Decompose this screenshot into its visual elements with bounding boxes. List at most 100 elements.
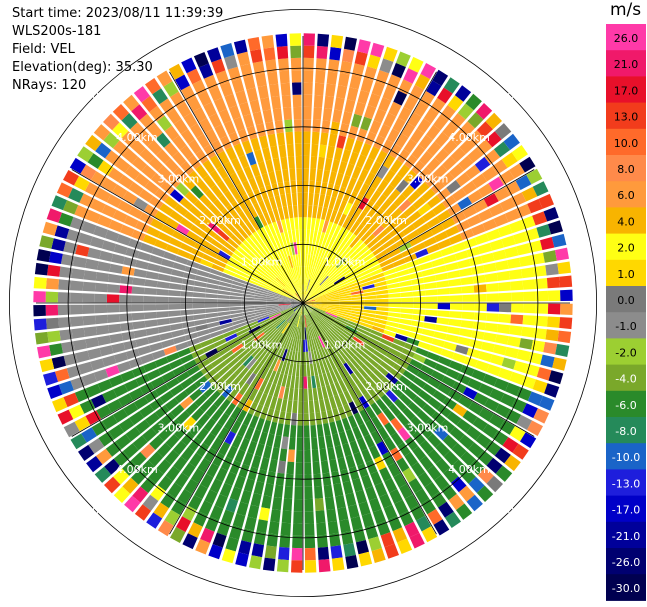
velocity-gate — [481, 341, 495, 353]
velocity-gate — [494, 378, 509, 392]
velocity-gate — [332, 274, 344, 283]
velocity-gate — [211, 408, 224, 422]
velocity-gate — [205, 128, 219, 144]
velocity-gate — [139, 148, 155, 164]
velocity-gate — [314, 295, 327, 300]
velocity-gate — [318, 194, 326, 207]
velocity-gate — [293, 303, 303, 312]
velocity-gate — [263, 445, 272, 459]
velocity-gate — [219, 482, 233, 498]
velocity-gate — [387, 282, 400, 289]
velocity-gate — [383, 46, 398, 62]
velocity-gate — [520, 215, 536, 230]
velocity-gate — [492, 344, 507, 356]
velocity-gate — [281, 374, 288, 387]
velocity-gate — [445, 262, 459, 272]
velocity-gate — [193, 242, 207, 253]
velocity-gate — [516, 243, 531, 256]
velocity-gate — [82, 281, 96, 292]
velocity-gate — [168, 304, 181, 310]
velocity-gate — [370, 353, 383, 365]
velocity-gate — [314, 337, 321, 350]
velocity-gate — [468, 401, 484, 416]
velocity-gate — [315, 231, 322, 244]
velocity-gate — [329, 223, 338, 236]
velocity-gate — [300, 278, 303, 291]
velocity-gate — [388, 101, 402, 117]
velocity-gate — [347, 125, 359, 140]
velocity-gate — [358, 168, 369, 183]
velocity-gate — [226, 389, 238, 402]
velocity-gate — [33, 318, 47, 331]
velocity-gate — [291, 280, 298, 293]
velocity-gate — [177, 347, 191, 358]
velocity-gate — [268, 290, 280, 296]
velocity-gate — [98, 431, 115, 447]
velocity-gate — [295, 279, 300, 292]
velocity-gate — [132, 277, 146, 286]
velocity-gate — [482, 373, 498, 387]
velocity-gate — [281, 309, 293, 317]
velocity-gate — [296, 437, 303, 451]
velocity-gate — [366, 237, 379, 249]
velocity-gate — [245, 236, 257, 249]
velocity-gate — [186, 337, 200, 347]
velocity-gate — [404, 494, 419, 510]
velocity-gate — [305, 339, 308, 352]
velocity-gate — [265, 184, 274, 198]
velocity-gate — [306, 266, 311, 279]
velocity-gate — [299, 364, 303, 377]
velocity-gate — [331, 184, 340, 198]
velocity-gate — [522, 315, 536, 326]
velocity-gate — [313, 324, 320, 337]
velocity-gate — [288, 313, 297, 324]
velocity-gate — [293, 388, 299, 401]
velocity-gate — [248, 177, 259, 191]
velocity-gate — [200, 527, 215, 544]
velocity-gate — [194, 375, 208, 388]
velocity-gate — [379, 58, 394, 74]
velocity-gate — [377, 254, 390, 264]
velocity-gate — [448, 493, 465, 511]
velocity-gate — [58, 317, 72, 328]
velocity-gate — [220, 43, 235, 58]
velocity-gate — [306, 364, 311, 377]
velocity-gate — [353, 451, 365, 466]
velocity-gate — [312, 119, 321, 133]
velocity-gate — [331, 159, 340, 173]
velocity-gate — [338, 288, 351, 294]
velocity-gate — [263, 381, 272, 395]
velocity-gate — [174, 74, 190, 91]
velocity-gate — [217, 299, 230, 303]
velocity-gate — [313, 193, 320, 206]
range-ring-label: 4.00km — [448, 463, 490, 476]
velocity-gate — [388, 303, 402, 308]
velocity-gate — [173, 335, 187, 345]
velocity-gate — [343, 231, 353, 244]
velocity-gate — [365, 486, 378, 501]
velocity-gate — [150, 218, 165, 231]
velocity-gate — [416, 515, 432, 532]
velocity-gate — [232, 513, 246, 528]
velocity-gate — [149, 196, 164, 210]
velocity-gate — [412, 376, 427, 389]
colorbar-swatch — [606, 521, 646, 549]
velocity-gate — [229, 292, 243, 297]
velocity-gate — [242, 239, 254, 251]
velocity-gate — [283, 257, 290, 270]
velocity-gate — [348, 466, 360, 481]
velocity-gate — [298, 204, 303, 218]
velocity-gate — [313, 363, 319, 376]
velocity-gate — [334, 445, 344, 459]
velocity-gate — [215, 467, 228, 482]
velocity-gate — [272, 281, 284, 290]
velocity-gate — [467, 190, 483, 204]
velocity-gate — [404, 452, 418, 467]
velocity-gate — [360, 322, 373, 329]
velocity-gate — [131, 295, 144, 303]
colorbar-swatch — [606, 207, 646, 235]
velocity-gate — [168, 283, 182, 290]
velocity-gate — [270, 357, 278, 371]
velocity-gate — [118, 417, 135, 433]
velocity-gate — [292, 363, 297, 377]
